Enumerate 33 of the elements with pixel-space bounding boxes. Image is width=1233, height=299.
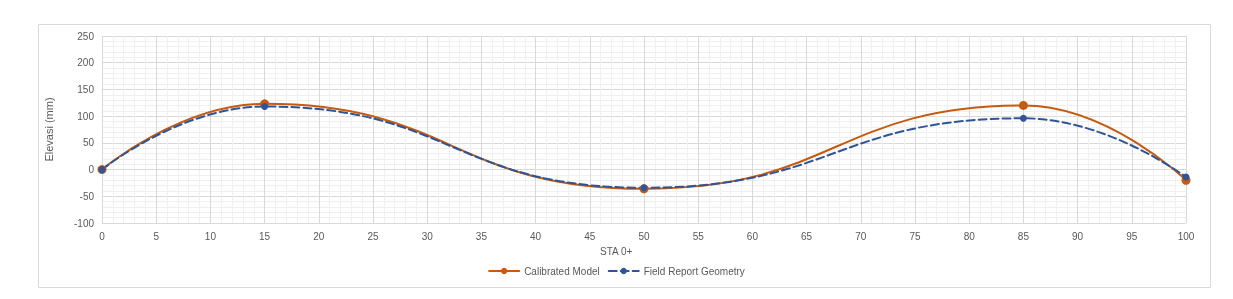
x-tick-label: 25 [367, 230, 379, 242]
x-tick-label: 100 [1177, 230, 1195, 242]
x-tick-label: 45 [584, 230, 596, 242]
y-tick-label: 0 [88, 164, 95, 176]
y-tick-label: -100 [73, 217, 95, 229]
x-tick-label: 40 [530, 230, 542, 242]
y-tick-label: 100 [77, 110, 95, 122]
y-tick-label: -50 [79, 190, 95, 202]
y-tick-label: 200 [77, 57, 95, 69]
x-tick-label: 80 [963, 230, 976, 242]
x-tick-label: 75 [909, 230, 921, 242]
x-tick-label: 60 [746, 230, 759, 242]
y-tick-label: 250 [77, 30, 95, 42]
legend-label: Field Report Geometry [643, 265, 745, 277]
x-tick-label: 50 [638, 230, 650, 242]
x-tick-label: 85 [1017, 230, 1030, 242]
x-tick-label: 0 [99, 230, 106, 242]
x-tick-label: 15 [259, 230, 271, 242]
x-tick-label: 35 [475, 230, 488, 242]
y-axis-title: Elevasi (mm) [42, 97, 55, 162]
x-tick-label: 65 [801, 230, 813, 242]
x-tick-label: 95 [1126, 230, 1138, 242]
legend-label: Calibrated Model [524, 265, 600, 277]
x-tick-label: 90 [1072, 230, 1084, 242]
x-tick-label: 70 [855, 230, 867, 242]
x-tick-label: 20 [313, 230, 325, 242]
x-axis-title: STA 0+ [600, 245, 633, 257]
y-tick-label: 150 [77, 83, 95, 95]
x-tick-label: 55 [692, 230, 705, 242]
x-tick-label: 30 [421, 230, 434, 242]
x-tick-label: 5 [153, 230, 160, 242]
x-tick-label: 10 [204, 230, 217, 242]
y-tick-label: 50 [82, 137, 95, 149]
